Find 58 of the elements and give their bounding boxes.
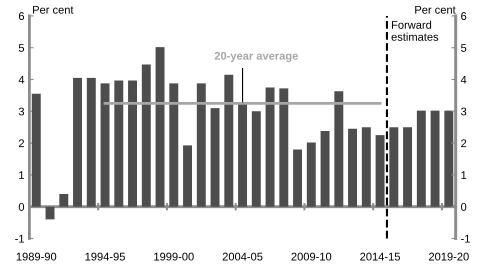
bar bbox=[252, 111, 261, 207]
y2-axis-title: Per cent bbox=[415, 6, 456, 14]
bar bbox=[224, 74, 234, 207]
x-tick-label: 2004-05 bbox=[222, 252, 262, 261]
bar bbox=[362, 127, 371, 207]
bar bbox=[348, 128, 358, 207]
bar bbox=[46, 206, 54, 220]
bar bbox=[444, 110, 454, 207]
bar bbox=[430, 110, 440, 207]
bar bbox=[86, 78, 96, 207]
bar bbox=[183, 145, 192, 207]
y2-tick-label: -1 bbox=[461, 234, 470, 243]
y-tick-label: 1 bbox=[19, 171, 24, 179]
y2-tick-label: 3 bbox=[460, 108, 466, 116]
bar bbox=[306, 142, 316, 207]
bar bbox=[416, 110, 426, 207]
text: 20-year average bbox=[214, 52, 298, 62]
y-tick-label: 2 bbox=[18, 139, 24, 148]
y-tick-label: -1 bbox=[15, 234, 24, 243]
x-tick-label: 2009-10 bbox=[291, 252, 332, 261]
bar bbox=[238, 104, 248, 207]
bar bbox=[114, 80, 124, 207]
x-tick-label: 1989-90 bbox=[16, 252, 56, 261]
y-tick-label: 5 bbox=[18, 44, 24, 52]
bar bbox=[59, 194, 68, 207]
y-axis-title: Per cent bbox=[33, 6, 74, 14]
y2-tick-label: 1 bbox=[461, 171, 466, 179]
y-tick-label: 6 bbox=[18, 12, 24, 20]
y2-tick-label: 4 bbox=[460, 76, 466, 84]
bar bbox=[128, 80, 138, 207]
bar bbox=[389, 127, 398, 207]
bar bbox=[403, 127, 412, 207]
bar bbox=[279, 88, 288, 207]
bar bbox=[100, 83, 110, 207]
bar bbox=[142, 64, 151, 207]
bar bbox=[196, 83, 206, 207]
x-tick-label: 2019-20 bbox=[428, 252, 469, 261]
bar bbox=[334, 91, 344, 207]
y-tick-label: 0 bbox=[18, 202, 24, 211]
bar bbox=[32, 94, 41, 207]
bar bbox=[73, 78, 82, 207]
bar bbox=[169, 83, 178, 207]
bar bbox=[266, 87, 275, 207]
bar bbox=[320, 131, 330, 207]
x-tick-label: 2014-15 bbox=[360, 252, 400, 261]
bar bbox=[210, 108, 220, 207]
y-tick-label: 4 bbox=[18, 76, 24, 84]
ref-line-label: Forward estimates bbox=[392, 20, 438, 41]
y2-tick-label: 0 bbox=[460, 202, 466, 211]
bar bbox=[293, 149, 302, 207]
bar bbox=[376, 135, 385, 207]
y-tick-label: 3 bbox=[18, 108, 24, 116]
bar bbox=[156, 47, 165, 207]
y2-tick-label: 2 bbox=[461, 139, 466, 148]
y2-tick-label: 5 bbox=[461, 44, 466, 52]
y2-tick-label: 6 bbox=[461, 12, 466, 20]
x-tick-label: 1999-00 bbox=[154, 252, 194, 261]
x-tick-label: 1994-95 bbox=[85, 252, 125, 261]
